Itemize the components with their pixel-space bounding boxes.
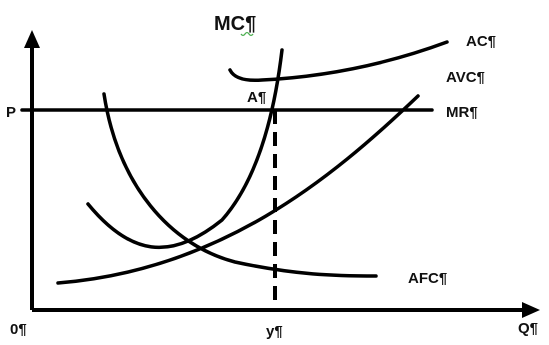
output-y-label: y¶ [266, 323, 283, 340]
mc-label: MC¶ [214, 13, 256, 35]
ac-label: AC¶ [466, 33, 496, 50]
price-label: P [6, 104, 16, 121]
quantity-axis-arrow [522, 302, 540, 318]
origin-label: 0¶ [10, 321, 27, 338]
afc-label: AFC¶ [408, 270, 447, 287]
price-axis-arrow [24, 30, 40, 48]
avc-label: AVC¶ [446, 69, 485, 86]
ac-curve [230, 42, 447, 80]
mr-label: MR¶ [446, 104, 478, 121]
point-a-label: A¶ [247, 89, 266, 106]
afc-curve [104, 94, 376, 276]
quantity-label: Q¶ [518, 320, 538, 337]
